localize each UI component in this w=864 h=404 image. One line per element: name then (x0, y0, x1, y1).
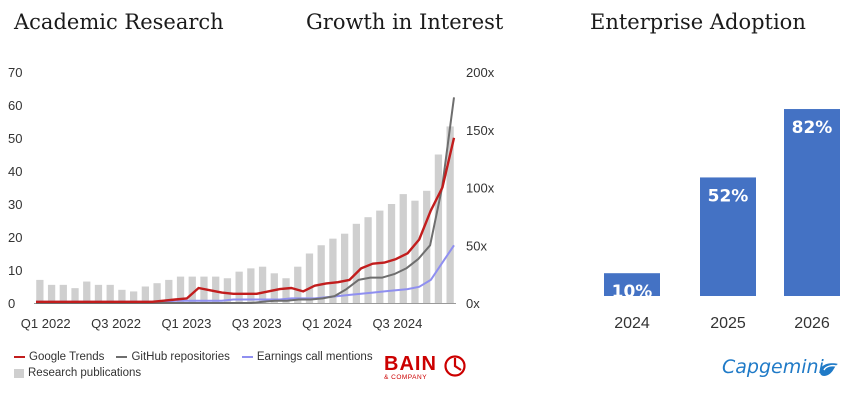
right-axis-tick-label: 100x (466, 181, 495, 196)
publication-bar (352, 223, 360, 303)
bain-logo: BAIN & COMPANY (384, 354, 437, 381)
publication-bar (153, 283, 161, 303)
adoption-value-label: 10% (612, 282, 653, 302)
adoption-value-label: 52% (708, 186, 749, 206)
capgemini-spade-icon (820, 363, 838, 376)
publication-bar (59, 284, 67, 303)
legend-publications: Research publications (14, 367, 141, 379)
bain-circle-icon (444, 355, 466, 377)
publication-bar (223, 278, 232, 303)
publication-bar (399, 194, 407, 303)
legend-earnings-label: Earnings call mentions (256, 351, 373, 363)
publication-bar (294, 266, 302, 303)
legend-github-label: GitHub repositories (131, 351, 230, 363)
publications-swatch (14, 368, 24, 378)
right-axis-tick-label: 50x (466, 238, 487, 253)
x-axis-tick-label: Q3 2024 (372, 316, 422, 331)
left-axis-tick-label: 0 (8, 296, 15, 311)
legend-google-trends-label: Google Trends (29, 351, 105, 363)
publication-bar (317, 245, 325, 303)
x-axis-tick-label: Q3 2023 (232, 316, 282, 331)
publication-bar (446, 126, 454, 303)
x-axis-tick-label: Q1 2023 (161, 316, 211, 331)
publication-bar (106, 284, 114, 303)
publication-bar (329, 238, 337, 303)
publication-bar (270, 273, 278, 303)
publication-bar (411, 200, 419, 303)
enterprise-adoption-title: Enterprise Adoption (590, 10, 806, 34)
publication-bar (258, 266, 267, 303)
adoption-year-label: 2025 (710, 315, 746, 332)
publication-bar (176, 276, 185, 303)
legend-publications-label: Research publications (28, 367, 142, 379)
legend-github: GitHub repositories (116, 351, 230, 363)
github-swatch (116, 356, 128, 358)
google-trends-line (36, 137, 456, 303)
publication-bar (364, 217, 372, 303)
publication-bar (94, 284, 103, 303)
publication-bar (282, 278, 290, 303)
publication-bar (130, 291, 138, 303)
bain-wordmark: BAIN (384, 353, 437, 375)
google-trends-swatch (14, 356, 25, 358)
growth-in-interest-title: Growth in Interest (306, 10, 504, 34)
legend-earnings: Earnings call mentions (241, 351, 373, 363)
right-axis-tick-label: 200x (466, 65, 495, 80)
left-axis-tick-label: 10 (8, 263, 22, 278)
left-axis-tick-label: 70 (8, 65, 22, 80)
capgemini-logo: Capgemini (722, 356, 824, 378)
publication-bar (305, 253, 314, 303)
publication-bar (165, 279, 173, 303)
academic-research-title: Academic Research (14, 10, 224, 34)
publication-bar (434, 154, 443, 303)
x-axis-tick-label: Q1 2022 (21, 316, 71, 331)
publication-bar (188, 276, 196, 303)
x-axis-tick-label: Q1 2024 (302, 316, 352, 331)
publication-bar (118, 289, 126, 303)
earnings-swatch (241, 356, 253, 358)
adoption-value-label: 82% (792, 118, 833, 138)
left-axis-tick-label: 40 (8, 164, 22, 179)
publication-bar (47, 284, 56, 303)
adoption-bar-2025 (700, 177, 756, 296)
publication-bar (247, 268, 255, 303)
publication-bar (341, 233, 349, 303)
adoption-bar-2024 (604, 273, 660, 296)
publication-bar (83, 281, 91, 303)
publication-bar (235, 271, 243, 303)
publication-bar (36, 279, 44, 303)
legend-google-trends: Google Trends (14, 351, 104, 363)
chart-legend: Google Trends GitHub repositories Earnin… (14, 349, 385, 381)
publication-bar (71, 288, 79, 303)
publication-bar (141, 286, 149, 303)
publication-bar (387, 204, 396, 303)
x-axis-tick-label: Q3 2022 (91, 316, 141, 331)
adoption-bar-2026 (784, 109, 840, 296)
left-axis-tick-label: 20 (8, 230, 22, 245)
right-axis-tick-label: 150x (466, 123, 495, 138)
adoption-year-label: 2026 (794, 315, 830, 332)
publication-bar (212, 276, 220, 303)
left-axis-tick-label: 30 (8, 197, 22, 212)
publication-bar (423, 190, 431, 303)
adoption-year-label: 2024 (614, 315, 650, 332)
left-axis-tick-label: 50 (8, 131, 22, 146)
right-axis-tick-label: 0x (466, 296, 480, 311)
left-axis-tick-label: 60 (8, 98, 22, 113)
bain-subtitle: & COMPANY (384, 374, 428, 381)
publication-bar (376, 210, 384, 303)
